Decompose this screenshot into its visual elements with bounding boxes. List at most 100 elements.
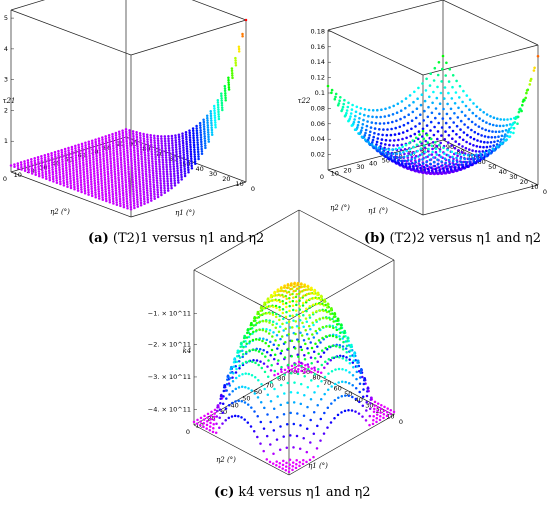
surface-point — [362, 382, 366, 386]
surface-point — [347, 394, 351, 398]
surface-point — [341, 345, 345, 348]
surface-point — [199, 126, 202, 130]
surface-point — [20, 168, 23, 171]
surface-point — [96, 173, 100, 177]
surface-point — [267, 359, 270, 362]
surface-point — [237, 50, 241, 53]
surface-point — [115, 141, 118, 144]
surface-point — [475, 105, 479, 109]
surface-point — [237, 359, 241, 363]
surface-point — [80, 190, 83, 194]
surface-point — [345, 344, 349, 348]
surface-point — [41, 173, 44, 177]
surface-point — [147, 152, 150, 155]
surface-point — [122, 201, 125, 204]
surface-point — [106, 165, 109, 169]
surface-point — [265, 305, 269, 309]
surface-point — [138, 187, 142, 191]
surface-point — [43, 156, 47, 159]
surface-point — [111, 142, 115, 145]
surface-point — [239, 345, 242, 348]
surface-point — [190, 159, 193, 163]
surface-point — [200, 152, 204, 155]
surface-point — [516, 115, 520, 119]
surface-point — [104, 187, 107, 191]
surface-point — [54, 169, 58, 173]
surface-point — [263, 387, 266, 391]
surface-point — [131, 178, 134, 182]
surface-point — [149, 136, 153, 139]
surface-point — [430, 111, 434, 115]
surface-point — [455, 79, 458, 83]
surface-point — [200, 145, 203, 148]
surface-point — [135, 193, 139, 197]
surface-point — [439, 91, 443, 95]
surface-point — [111, 195, 115, 198]
surface-point — [464, 160, 467, 164]
surface-point — [371, 138, 375, 142]
surface-point — [89, 178, 93, 181]
surface-point — [122, 203, 126, 206]
surface-point — [432, 133, 436, 137]
surface-point — [135, 133, 138, 136]
surface-point — [139, 196, 142, 200]
surface-point — [95, 152, 98, 156]
surface-point — [160, 142, 163, 145]
surface-point — [113, 175, 117, 178]
surface-point — [231, 76, 234, 80]
surface-point — [212, 426, 215, 430]
surface-point — [112, 151, 115, 155]
surface-point — [279, 337, 282, 341]
surface-point — [205, 423, 209, 427]
surface-point — [444, 121, 448, 125]
surface-point — [234, 400, 237, 403]
surface-point — [98, 156, 102, 159]
surface-point — [312, 292, 316, 296]
surface-point — [330, 385, 333, 388]
surface-point — [129, 205, 133, 209]
surface-point — [255, 329, 258, 332]
surface-point — [159, 179, 162, 183]
surface-point — [209, 112, 213, 115]
surface-point — [67, 149, 70, 152]
surface-point — [282, 435, 285, 438]
surface-point — [438, 102, 442, 105]
surface-point — [282, 286, 286, 289]
surface-point — [372, 414, 375, 418]
surface-point — [276, 347, 279, 350]
surface-point — [411, 110, 415, 114]
surface-point — [451, 129, 455, 133]
surface-point — [476, 132, 480, 136]
surface-point — [97, 194, 101, 198]
surface-point — [235, 360, 239, 364]
surface-point — [148, 180, 152, 183]
surface-point — [97, 142, 101, 145]
surface-point — [417, 155, 420, 158]
surface-point — [116, 164, 120, 168]
z-tick-label: 0.06 — [311, 120, 325, 128]
surface-point — [162, 172, 165, 176]
surface-point — [440, 160, 443, 163]
surface-point — [262, 427, 266, 430]
surface-point — [477, 154, 481, 157]
surface-point — [361, 375, 364, 379]
surface-point — [181, 132, 184, 135]
surface-point — [509, 131, 512, 134]
surface-point — [319, 303, 322, 306]
surface-point — [69, 174, 72, 178]
surface-point — [171, 141, 174, 145]
surface-point — [348, 358, 351, 361]
surface-point — [337, 381, 340, 384]
surface-point — [272, 331, 275, 334]
z-tick-label: 0.12 — [311, 74, 325, 82]
surface-point — [77, 150, 81, 154]
surface-point — [308, 297, 312, 301]
surface-point — [287, 290, 291, 294]
axis-label-eta1: η1 (°) — [368, 207, 388, 215]
surface-point — [107, 191, 111, 195]
surface-point — [245, 350, 248, 354]
surface-point — [411, 165, 415, 168]
surface-point — [76, 177, 79, 181]
surface-point — [202, 418, 206, 421]
surface-point — [434, 167, 437, 171]
